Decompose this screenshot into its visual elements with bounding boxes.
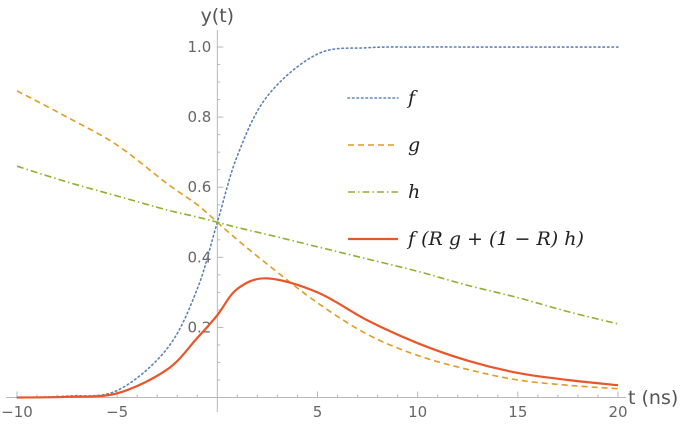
- x-tick-label: −5: [106, 403, 128, 421]
- y-ticks: 0.2 0.4 0.6 0.8 1.0: [187, 38, 224, 381]
- y-tick-label: 0.6: [187, 178, 211, 196]
- x-ticks: −10 −5 5 10 15 20: [1, 391, 628, 421]
- x-tick-label: 5: [313, 403, 323, 421]
- legend: f g h f (R g + (1 − R) h): [347, 87, 584, 250]
- x-tick-label: 15: [508, 403, 527, 421]
- x-tick-label: 20: [608, 403, 627, 421]
- y-tick-label: 0.4: [187, 248, 211, 266]
- legend-label: g: [408, 134, 420, 156]
- series-line-2: [16, 90, 619, 390]
- x-tick-label: 10: [408, 403, 427, 421]
- legend-label: h: [408, 181, 420, 203]
- y-tick-label: 0.8: [187, 108, 211, 126]
- series-line-4: [16, 277, 619, 399]
- series-line-1: [16, 46, 619, 399]
- x-tick-label: −10: [1, 403, 33, 421]
- y-tick-label: 0.2: [187, 318, 211, 336]
- axes: [6, 30, 626, 412]
- legend-label: f: [406, 87, 418, 109]
- series-line-3: [16, 165, 619, 325]
- y-tick-label: 1.0: [187, 38, 211, 56]
- x-axis-title: t (ns): [628, 387, 678, 409]
- series-layer: [16, 46, 619, 399]
- y-axis-title: y(t): [201, 5, 235, 27]
- legend-label: f (R g + (1 − R) h): [406, 228, 584, 250]
